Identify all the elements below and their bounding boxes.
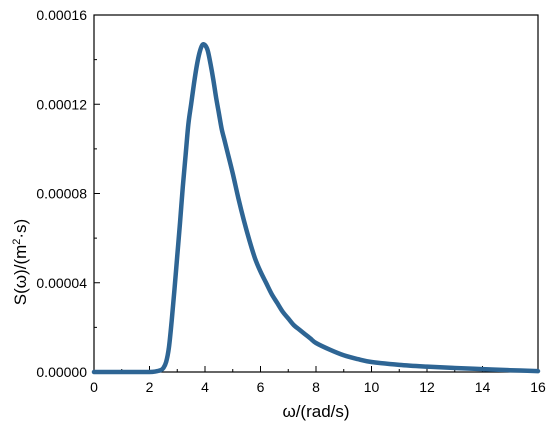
x-tick-label: 14 [475, 379, 491, 395]
y-tick-label: 0.00016 [36, 7, 87, 23]
series-layer [91, 42, 541, 375]
y-axis-title-main: S(ω)/(m [11, 245, 30, 305]
x-tick-label: 8 [312, 379, 320, 395]
x-tick-label: 0 [90, 379, 98, 395]
y-tick-label: 0.00000 [36, 364, 87, 380]
x-tick-label: 10 [364, 379, 380, 395]
y-axis-title-superscript: 2 [11, 239, 23, 245]
y-axis-title: S(ω)/(m2·s) [11, 219, 30, 305]
x-axis-ticks: 0 2 4 6 8 10 12 14 16 [90, 366, 546, 395]
y-axis-title-tail: ·s) [11, 219, 30, 239]
y-axis-ticks: 0.00000 0.00004 0.00008 0.00012 0.00016 [36, 7, 100, 380]
x-tick-label: 12 [419, 379, 435, 395]
spectrum-line [91, 42, 541, 375]
y-tick-label: 0.00004 [36, 275, 87, 291]
y-tick-label: 0.00012 [36, 96, 87, 112]
x-tick-label: 16 [530, 379, 546, 395]
y-tick-label: 0.00008 [36, 186, 87, 202]
x-axis-title: ω/(rad/s) [282, 402, 349, 421]
x-tick-label: 4 [201, 379, 209, 395]
x-tick-label: 2 [146, 379, 154, 395]
x-tick-label: 6 [257, 379, 265, 395]
